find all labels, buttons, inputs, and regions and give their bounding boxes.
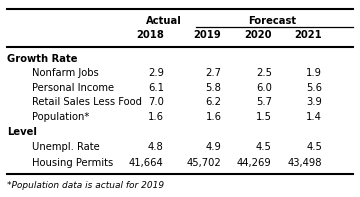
Text: 6.1: 6.1 [148, 83, 164, 93]
Text: 5.7: 5.7 [256, 98, 272, 107]
Text: 7.0: 7.0 [148, 98, 164, 107]
Text: 1.6: 1.6 [148, 112, 164, 122]
Text: 1.5: 1.5 [256, 112, 272, 122]
Text: 2020: 2020 [244, 31, 272, 40]
Text: Retail Sales Less Food: Retail Sales Less Food [32, 98, 143, 107]
Text: Growth Rate: Growth Rate [7, 54, 78, 64]
Text: *Population data is actual for 2019: *Population data is actual for 2019 [7, 181, 164, 190]
Text: 6.2: 6.2 [206, 98, 221, 107]
Text: 5.6: 5.6 [306, 83, 322, 93]
Text: 6.0: 6.0 [256, 83, 272, 93]
Text: 45,702: 45,702 [186, 158, 221, 167]
Text: Unempl. Rate: Unempl. Rate [32, 142, 100, 152]
Text: 2019: 2019 [194, 31, 221, 40]
Text: Population*: Population* [32, 112, 90, 122]
Text: 2021: 2021 [294, 31, 322, 40]
Text: 2.9: 2.9 [148, 68, 164, 78]
Text: 1.9: 1.9 [306, 68, 322, 78]
Text: 2018: 2018 [136, 31, 164, 40]
Text: Level: Level [7, 127, 37, 137]
Text: Nonfarm Jobs: Nonfarm Jobs [32, 68, 99, 78]
Text: 3.9: 3.9 [306, 98, 322, 107]
Text: Actual: Actual [146, 16, 182, 26]
Text: Forecast: Forecast [248, 16, 296, 26]
Text: 1.4: 1.4 [306, 112, 322, 122]
Text: 41,664: 41,664 [129, 158, 164, 167]
Text: 44,269: 44,269 [237, 158, 272, 167]
Text: 2.5: 2.5 [256, 68, 272, 78]
Text: 1.6: 1.6 [206, 112, 221, 122]
Text: Housing Permits: Housing Permits [32, 158, 114, 167]
Text: 4.9: 4.9 [206, 142, 221, 152]
Text: Personal Income: Personal Income [32, 83, 114, 93]
Text: 2.7: 2.7 [206, 68, 221, 78]
Text: 4.8: 4.8 [148, 142, 164, 152]
Text: 4.5: 4.5 [256, 142, 272, 152]
Text: 4.5: 4.5 [306, 142, 322, 152]
Text: 5.8: 5.8 [206, 83, 221, 93]
Text: 43,498: 43,498 [288, 158, 322, 167]
